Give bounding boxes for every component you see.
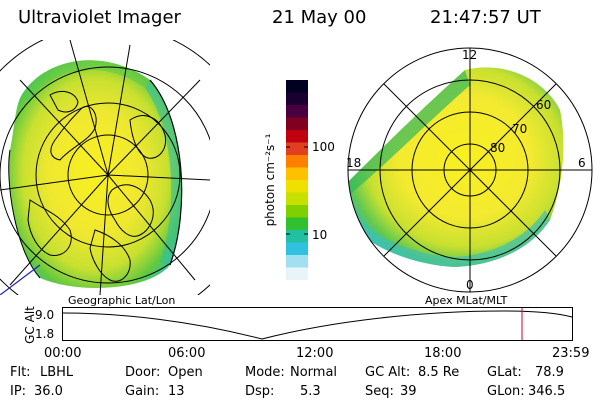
colorbar-swatch <box>286 267 308 280</box>
door-value: Open <box>168 365 203 380</box>
colorbar-swatch <box>286 117 308 131</box>
gcalt-value: 8.5 Re <box>418 365 460 380</box>
intensity-colorbar <box>286 80 308 280</box>
mlat-label-60: 60 <box>536 98 552 112</box>
colorbar-swatch <box>286 230 308 243</box>
colorbar-tick-10: 10 <box>312 228 328 242</box>
observation-date: 21 May 00 <box>272 7 367 28</box>
dsp-value: 5.3 <box>300 384 321 399</box>
altitude-curve <box>62 310 573 340</box>
right-panel-caption: Apex MLat/MLT <box>425 294 508 307</box>
glon-value: 346.5 <box>528 384 566 399</box>
altitude-tick-9: 9.0 <box>35 308 55 322</box>
colorbar-tick-100: 100 <box>312 140 335 154</box>
geographic-image-panel <box>0 40 210 295</box>
filter-value: LBHL <box>40 365 74 380</box>
auroral-emission-region <box>348 67 564 267</box>
mlt-label-18: 18 <box>346 156 362 170</box>
seq-value: 39 <box>400 384 417 399</box>
instrument-title: Ultraviolet Imager <box>18 7 181 28</box>
colorbar-swatch <box>286 80 308 93</box>
time-tick-1800: 18:00 <box>424 346 462 361</box>
mlat-label-80: 80 <box>490 141 506 155</box>
auroral-emission-region <box>8 60 182 288</box>
glat-label: GLat: <box>487 365 522 380</box>
colorbar-swatch <box>286 217 308 231</box>
time-tick-1200: 12:00 <box>296 346 334 361</box>
mlat-label-70: 70 <box>512 122 528 136</box>
glon-label: GLon: <box>487 384 525 399</box>
mlt-label-6: 6 <box>578 156 586 170</box>
time-tick-0600: 06:00 <box>168 346 206 361</box>
mlt-label-0: 0 <box>466 278 474 292</box>
mode-value: Normal <box>290 365 338 380</box>
colorbar-swatch <box>286 180 308 193</box>
door-label: Door: <box>125 365 161 380</box>
dayside-edge-band <box>145 80 182 265</box>
magnetic-polar-plot <box>347 47 593 293</box>
altitude-tick-1-8: 1.8 <box>35 327 55 341</box>
gain-value: 13 <box>168 384 185 399</box>
colorbar-swatch <box>286 142 308 156</box>
time-tick-0000: 00:00 <box>44 346 82 361</box>
colorbar-unit-label: photon cm⁻²s⁻¹ <box>263 133 277 227</box>
colorbar-swatch <box>286 155 308 168</box>
colorbar-swatch <box>286 92 308 106</box>
observation-time: 21:47:57 UT <box>430 7 541 28</box>
colorbar-swatch <box>286 167 308 181</box>
colorbar-swatch <box>286 205 308 218</box>
colorbar-swatch <box>286 192 308 206</box>
altitude-plot <box>62 307 573 341</box>
mode-label: Mode: <box>245 365 285 380</box>
left-panel-caption: Geographic Lat/Lon <box>68 294 176 307</box>
colorbar-swatch <box>286 105 308 118</box>
ip-value: 36.0 <box>34 384 63 399</box>
gain-label: Gain: <box>125 384 160 399</box>
colorbar-swatch <box>286 242 308 256</box>
filter-label: Flt: <box>10 365 31 380</box>
glat-value: 78.9 <box>535 365 564 380</box>
gcalt-label: GC Alt: <box>365 365 411 380</box>
colorbar-swatch <box>286 255 308 268</box>
mlt-label-12: 12 <box>462 48 478 62</box>
time-tick-2359: 23:59 <box>552 346 590 361</box>
dsp-label: Dsp: <box>245 384 275 399</box>
colorbar-swatch <box>286 130 308 143</box>
ip-label: IP: <box>10 384 27 399</box>
seq-label: Seq: <box>365 384 394 399</box>
